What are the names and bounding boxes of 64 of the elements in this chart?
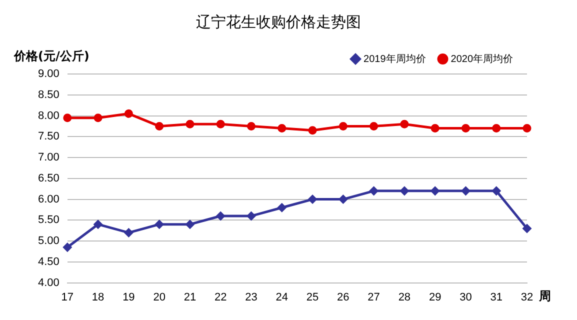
x-tick-label: 27 [368,291,380,304]
point [63,114,72,122]
x-tick-label: 28 [398,291,411,304]
y-tick-label: 8.00 [38,110,60,122]
y-axis-title: 价格(元/公斤) [13,49,90,64]
point [308,126,317,135]
point [400,120,409,128]
point [63,243,72,252]
point [492,124,501,133]
point [124,109,133,118]
x-tick-label: 22 [214,291,227,304]
point [522,224,532,233]
point [246,122,256,130]
point [186,120,194,128]
point [94,220,102,229]
chart-title: 辽宁花生收购价格走势图 [196,12,361,31]
point [370,186,378,196]
y-tick-label: 9.00 [38,68,60,80]
point [338,195,348,204]
point [370,122,378,130]
y-tick-label: 8.50 [38,88,60,101]
y-tick-label: 5.00 [38,235,60,248]
point [430,124,440,133]
point [430,186,440,196]
y-tick-label: 7.50 [38,130,60,143]
legend-label: 2019年周均价 [364,52,426,65]
y-tick-label: 6.50 [38,172,60,184]
x-axis-title: 周 [538,288,551,303]
point [155,122,164,130]
point [216,120,225,128]
point [522,124,532,133]
x-tick-label: 32 [520,291,534,304]
point [461,124,470,133]
y-tick-label: 7.00 [38,152,60,164]
point [338,122,348,130]
point [278,124,286,133]
x-tick-label: 26 [337,291,350,304]
legend-label: 2020年周均价 [450,52,514,65]
point [124,228,133,237]
point [186,220,194,229]
x-tick-label: 25 [306,291,319,304]
x-tick-label: 17 [61,291,74,304]
point [155,220,164,229]
y-tick-label: 6.00 [38,193,60,206]
y-tick-label: 4.50 [38,256,60,268]
point [94,114,102,122]
point [308,195,317,204]
x-tick-label: 19 [122,291,135,304]
x-tick-label: 29 [428,291,442,304]
x-tick-label: 30 [460,291,472,304]
point [400,186,409,196]
x-tick-label: 31 [490,291,502,304]
x-tick-label: 21 [184,291,196,304]
point [278,203,286,212]
x-tick-label: 20 [153,291,166,304]
y-tick-label: 5.50 [38,214,60,226]
point [492,186,501,196]
x-tick-label: 18 [92,291,104,304]
y-tick-label: 4.00 [38,276,60,289]
x-tick-label: 24 [276,291,288,304]
x-tick-label: 23 [245,291,258,304]
point [461,186,470,196]
point [246,212,256,220]
point [216,212,225,220]
